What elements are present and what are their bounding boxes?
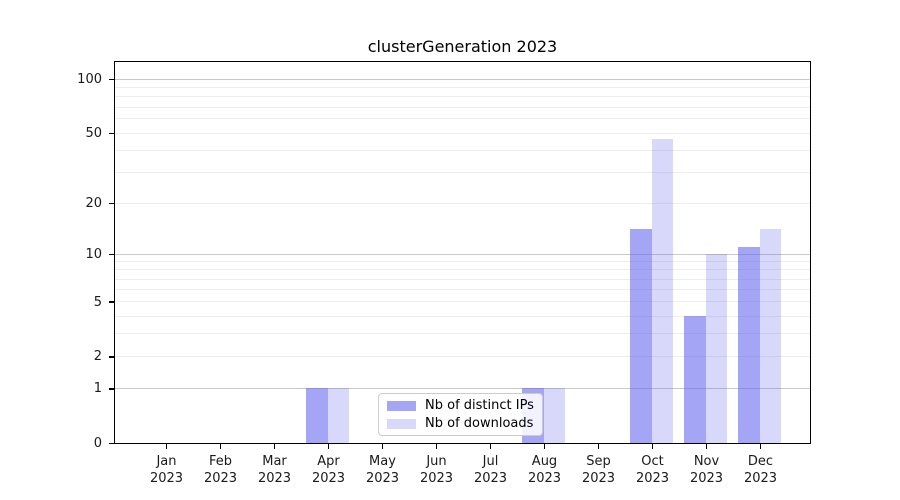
gridline-y-10 — [115, 253, 810, 255]
gridline-y-20 — [115, 202, 810, 204]
bar-nov-series0 — [684, 315, 706, 443]
legend-entry-0: Nb of distinct IPs — [387, 398, 534, 413]
gridline-y-50 — [115, 132, 810, 134]
xtick-mark-may — [381, 443, 384, 449]
ytick-label-1: 1 — [93, 381, 102, 397]
gridline-y-60 — [115, 118, 810, 120]
xtick-mark-sep — [597, 443, 600, 449]
legend-swatch-0 — [387, 400, 416, 411]
xtick-label-dec: Dec 2023 — [743, 453, 778, 486]
gridline-y-100 — [115, 78, 810, 80]
ytick-label-20: 20 — [85, 195, 102, 211]
ytick-label-0: 0 — [93, 436, 102, 451]
xtick-label-aug: Aug 2023 — [527, 453, 562, 486]
bar-oct-series0 — [630, 229, 652, 443]
xtick-label-jul: Jul 2023 — [473, 453, 508, 486]
bar-aug-series1 — [543, 388, 566, 443]
xtick-mark-oct — [651, 443, 654, 449]
legend-swatch-1 — [387, 418, 416, 429]
xtick-label-jan: Jan 2023 — [149, 453, 184, 486]
legend-label-1: Nb of downloads — [425, 416, 534, 431]
xtick-label-jun: Jun 2023 — [419, 453, 454, 486]
chart-title: clusterGeneration 2023 — [367, 37, 558, 56]
gridline-y-9 — [115, 261, 810, 263]
bar-apr-series1 — [327, 388, 350, 443]
ytick-label-50: 50 — [85, 125, 102, 141]
xtick-label-apr: Apr 2023 — [311, 453, 346, 486]
gridline-y-7 — [115, 278, 810, 280]
xtick-mark-aug — [543, 443, 546, 449]
xtick-label-may: May 2023 — [365, 453, 400, 486]
ytick-mark-10 — [109, 253, 114, 256]
ytick-label-10: 10 — [85, 246, 102, 262]
xtick-label-oct: Oct 2023 — [635, 453, 670, 486]
bar-dec-series0 — [738, 246, 760, 443]
ytick-mark-2 — [109, 356, 114, 358]
ytick-mark-0 — [109, 442, 114, 445]
gridline-y-5 — [115, 301, 810, 303]
xtick-mark-jan — [165, 443, 168, 449]
xtick-mark-feb — [219, 443, 222, 449]
gridline-y-40 — [115, 149, 810, 151]
xtick-label-nov: Nov 2023 — [689, 453, 724, 486]
xtick-label-feb: Feb 2023 — [203, 453, 238, 486]
gridline-y-90 — [115, 86, 810, 88]
ytick-label-2: 2 — [93, 349, 102, 365]
gridline-y-80 — [115, 96, 810, 98]
gridline-y-4 — [115, 315, 810, 317]
bar-nov-series1 — [705, 253, 728, 443]
ytick-mark-50 — [109, 132, 114, 135]
ytick-mark-20 — [109, 202, 114, 205]
legend-label-0: Nb of distinct IPs — [425, 398, 534, 413]
xtick-label-sep: Sep 2023 — [581, 453, 616, 486]
ytick-mark-1 — [109, 388, 114, 390]
xtick-mark-apr — [327, 443, 330, 449]
gridline-y-6 — [115, 289, 810, 291]
xtick-mark-dec — [759, 443, 762, 449]
ytick-label-100: 100 — [77, 72, 102, 87]
xtick-mark-mar — [273, 443, 276, 449]
bar-dec-series1 — [759, 229, 782, 443]
bar-apr-series0 — [306, 388, 328, 443]
gridline-y-2 — [115, 356, 810, 358]
ytick-mark-5 — [109, 301, 114, 303]
gridline-y-70 — [115, 106, 810, 108]
xtick-mark-jun — [435, 443, 438, 449]
ytick-mark-100 — [109, 78, 114, 81]
legend-entry-1: Nb of downloads — [387, 416, 534, 431]
ytick-label-5: 5 — [93, 294, 102, 310]
gridline-y-30 — [115, 171, 810, 173]
legend: Nb of distinct IPs Nb of downloads — [378, 393, 543, 436]
xtick-mark-nov — [705, 443, 708, 449]
xtick-mark-jul — [489, 443, 492, 449]
gridline-y-3 — [115, 333, 810, 335]
xtick-label-mar: Mar 2023 — [257, 453, 292, 486]
bar-oct-series1 — [651, 139, 674, 443]
gridline-y-8 — [115, 269, 810, 271]
gridline-y-1 — [115, 388, 810, 390]
plot-area — [114, 61, 811, 444]
